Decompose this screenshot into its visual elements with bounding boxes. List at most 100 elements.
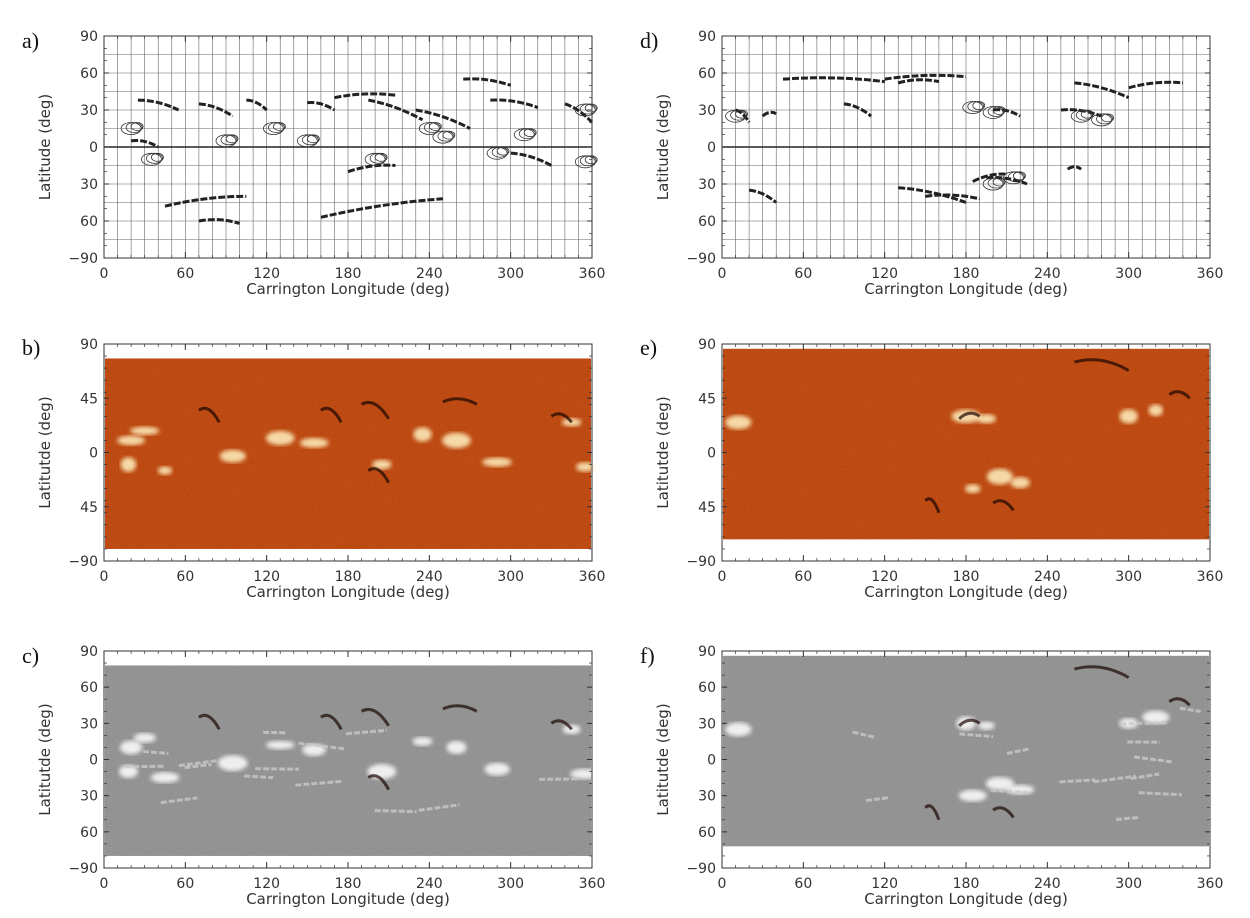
- filament-stroke: [490, 98, 539, 109]
- x-axis-label: Carrington Longitude (deg): [864, 280, 1068, 298]
- filament-stroke: [898, 186, 967, 204]
- active-region: [133, 733, 156, 743]
- y-tick-label: 0: [89, 140, 98, 156]
- filament: [992, 499, 1015, 512]
- active-region: [1119, 409, 1138, 424]
- active-region: [413, 427, 432, 442]
- x-tick-label: 0: [718, 266, 727, 282]
- filament: [320, 406, 343, 424]
- active-region-contour: [423, 122, 441, 133]
- overlay-trace: [1130, 772, 1160, 781]
- active-region-contour: [496, 146, 510, 156]
- y-tick-label: 90: [698, 29, 716, 45]
- active-region-contour: [1075, 109, 1093, 121]
- overlay-trace: [1115, 815, 1141, 821]
- x-tick-label: 180: [953, 876, 980, 892]
- y-tick-label: −90: [68, 861, 98, 877]
- active-region-contour: [428, 122, 442, 131]
- active-region: [119, 740, 143, 755]
- overlay-trace: [1133, 755, 1173, 764]
- x-tick-label: 240: [416, 266, 443, 282]
- active-region: [985, 776, 1015, 791]
- y-tick-label: 60: [80, 825, 98, 841]
- y-tick-label: 60: [80, 214, 98, 230]
- overlay-trace: [865, 796, 890, 803]
- filament-stroke: [334, 92, 396, 100]
- active-region-contour: [584, 155, 598, 165]
- filament-stroke: [897, 78, 940, 85]
- active-region: [1142, 710, 1170, 724]
- x-tick-label: 120: [871, 876, 898, 892]
- active-region: [956, 716, 976, 731]
- x-tick-label: 180: [953, 266, 980, 282]
- active-region-contour: [306, 134, 320, 144]
- y-axis-label: Latitutde (deg): [36, 396, 54, 508]
- active-region: [265, 430, 295, 446]
- x-tick-label: 240: [416, 569, 443, 585]
- filament-stroke: [925, 193, 980, 201]
- active-region: [484, 762, 510, 776]
- x-tick-label: 300: [497, 266, 524, 282]
- active-region-contour: [273, 122, 286, 131]
- x-tick-label: 120: [253, 569, 280, 585]
- active-region-contour: [1096, 113, 1113, 125]
- active-region: [130, 426, 160, 435]
- x-tick-label: 180: [953, 569, 980, 585]
- filament-stroke: [347, 163, 396, 174]
- y-tick-label: 30: [698, 103, 716, 119]
- active-region-contour: [730, 109, 747, 121]
- active-region-contour: [125, 122, 143, 133]
- x-tick-label: 0: [100, 876, 109, 892]
- active-region: [562, 724, 581, 735]
- filament-stroke: [320, 197, 443, 219]
- x-tick-label: 240: [1034, 876, 1061, 892]
- active-region-contour: [579, 103, 597, 115]
- x-axis-label: Carrington Longitude (deg): [246, 280, 450, 298]
- overlay-trace: [374, 809, 417, 814]
- active-region-contour: [374, 152, 388, 162]
- active-region: [150, 772, 180, 783]
- y-tick-label: −90: [68, 554, 98, 570]
- x-tick-label: 60: [794, 266, 812, 282]
- active-region: [118, 765, 138, 779]
- overlay-trace: [1093, 774, 1136, 784]
- y-tick-label: 0: [707, 446, 716, 462]
- active-region: [117, 435, 146, 446]
- active-region: [1148, 404, 1164, 417]
- y-tick-label: 90: [80, 29, 98, 45]
- x-tick-label: 0: [718, 876, 727, 892]
- overlay-trace: [1059, 778, 1096, 784]
- active-region-contour: [992, 177, 1006, 187]
- x-axis-label: Carrington Longitude (deg): [864, 583, 1068, 601]
- x-tick-label: 180: [335, 569, 362, 585]
- x-axis-label: Carrington Longitude (deg): [864, 890, 1068, 908]
- filament-stroke: [986, 176, 1028, 186]
- x-tick-label: 360: [1197, 266, 1224, 282]
- filament-stroke: [198, 102, 234, 118]
- y-tick-label: 60: [80, 66, 98, 82]
- filament: [198, 713, 221, 731]
- active-region: [978, 721, 995, 730]
- y-axis-label: Latitude (deg): [654, 94, 672, 200]
- x-tick-label: 120: [871, 569, 898, 585]
- active-region-contour: [225, 134, 239, 144]
- filament-stroke: [463, 77, 512, 87]
- x-tick-label: 300: [497, 569, 524, 585]
- filament-stroke: [137, 98, 180, 112]
- active-region-contour: [130, 122, 144, 131]
- overlay-trace: [244, 774, 274, 780]
- filament-stroke: [761, 110, 777, 118]
- filament: [992, 806, 1015, 819]
- x-tick-label: 60: [176, 876, 194, 892]
- active-region-contour: [437, 130, 455, 142]
- filament-stroke: [843, 102, 873, 118]
- y-tick-label: 30: [80, 716, 98, 732]
- active-region: [157, 466, 173, 475]
- active-region: [219, 449, 246, 463]
- filament: [320, 713, 343, 731]
- active-region-contour: [972, 101, 986, 110]
- filament-stroke: [164, 194, 247, 208]
- active-region-contour: [442, 130, 456, 140]
- active-region-contour: [301, 134, 319, 146]
- y-tick-label: −90: [686, 554, 716, 570]
